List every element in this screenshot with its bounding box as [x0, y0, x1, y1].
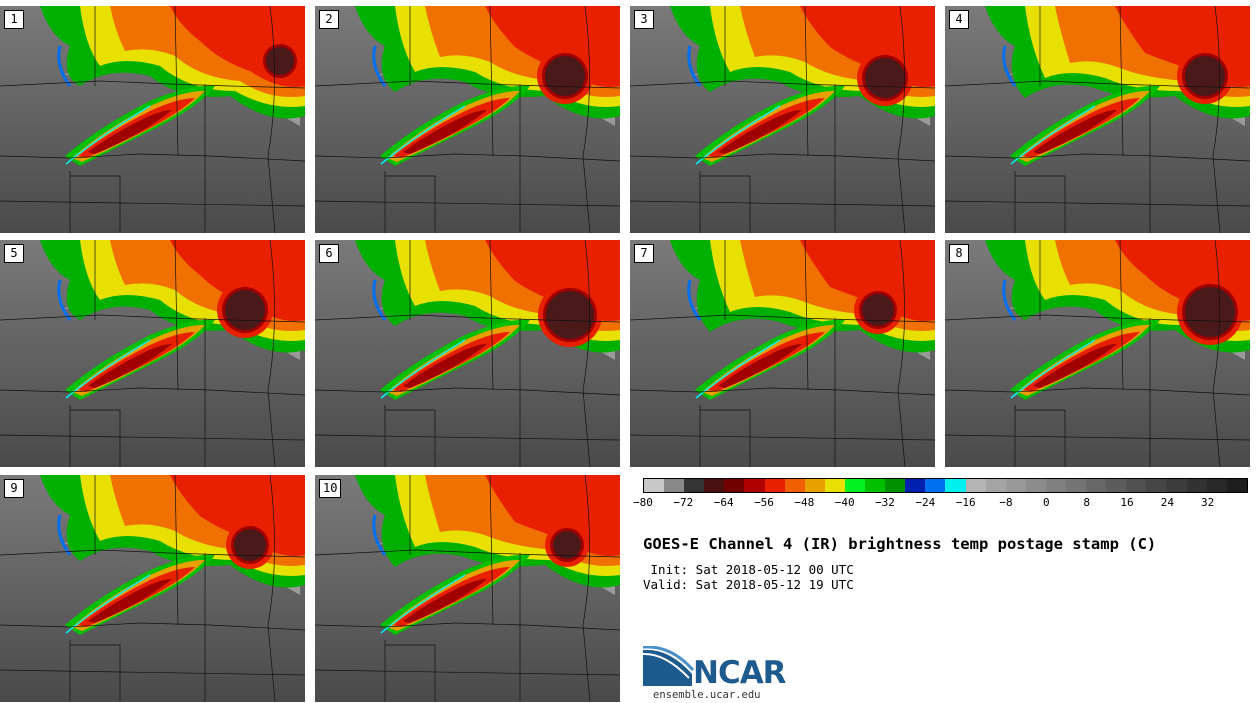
colorbar-tick-label: −32 [875, 496, 895, 509]
ir-map [630, 6, 935, 233]
panel-number: 5 [4, 244, 24, 263]
colorbar-swatch [644, 479, 665, 492]
figure-title: GOES-E Channel 4 (IR) brightness temp po… [643, 535, 1157, 553]
panel-number: 2 [319, 10, 339, 29]
ncar-logo-icon [643, 646, 695, 686]
panel-number: 4 [949, 10, 969, 29]
stamp-panel-3: 3 [630, 6, 935, 233]
colorbar-tick-label: −24 [915, 496, 936, 509]
stamp-panel-4: 4 [945, 6, 1250, 233]
colorbar-swatch [824, 479, 845, 492]
colorbar-swatch [1086, 479, 1107, 492]
ir-map [0, 475, 305, 702]
colorbar-tick-label: −64 [713, 496, 734, 509]
colorbar-swatch [925, 479, 946, 492]
ir-map [315, 6, 620, 233]
colorbar-swatch [1065, 479, 1087, 492]
panel-number: 9 [4, 479, 24, 498]
colorbar-tick-label: 24 [1160, 496, 1174, 509]
colorbar-tick-label: −16 [955, 496, 976, 509]
colorbar-tick-label: −80 [633, 496, 653, 509]
colorbar-swatch [784, 479, 805, 492]
stamp-panel-2: 2 [315, 6, 620, 233]
stamp-panel-6: 6 [315, 240, 620, 467]
colorbar-swatch [664, 479, 685, 492]
panel-number: 7 [634, 244, 654, 263]
colorbar-swatch [1166, 479, 1187, 492]
colorbar-swatch [945, 479, 966, 492]
colorbar-swatch [1025, 479, 1046, 492]
colorbar-swatch [704, 479, 725, 492]
stamp-panel-9: 9 [0, 475, 305, 702]
ir-map [945, 6, 1250, 233]
colorbar-tick-label: −72 [673, 496, 694, 509]
colorbar-swatch [1206, 479, 1227, 492]
colorbar-swatch [764, 479, 785, 492]
colorbar-ticks: −80 −72 −64 −56 −48 −40 −32 −24 −16 −8 0 8 16 24 32 [633, 496, 1248, 514]
colorbar-swatch [1005, 479, 1026, 492]
panel-number: 8 [949, 244, 969, 263]
colorbar-swatch [804, 479, 825, 492]
colorbar-swatch [985, 479, 1006, 492]
ir-map [315, 475, 620, 702]
colorbar [643, 478, 1248, 493]
colorbar-swatch [724, 479, 745, 492]
colorbar-tick-label: 16 [1120, 496, 1134, 509]
colorbar-tick-label: −56 [754, 496, 774, 509]
panel-number: 10 [319, 479, 342, 498]
colorbar-swatch [1186, 479, 1207, 492]
ir-map [0, 240, 305, 467]
ir-map [315, 240, 620, 467]
stamp-panel-10: 10 [315, 475, 620, 702]
stamp-panel-8: 8 [945, 240, 1250, 467]
colorbar-tick-label: 0 [1043, 496, 1050, 509]
colorbar-tick-label: −8 [999, 496, 1013, 509]
stamp-panel-5: 5 [0, 240, 305, 467]
panel-number: 6 [319, 244, 339, 263]
stamp-panel-7: 7 [630, 240, 935, 467]
valid-time: Valid: Sat 2018-05-12 19 UTC [643, 577, 854, 592]
panel-number: 1 [4, 10, 24, 29]
ir-map [0, 6, 305, 233]
colorbar-swatch [865, 479, 886, 492]
colorbar-swatch [1146, 479, 1167, 492]
colorbar-swatch [905, 479, 926, 492]
ir-map [945, 240, 1250, 467]
colorbar-swatch [1106, 479, 1127, 492]
panel-number: 3 [634, 10, 654, 29]
colorbar-swatch [1126, 479, 1147, 492]
colorbar-tick-label: −48 [794, 496, 815, 509]
colorbar-swatch [684, 479, 705, 492]
ir-map [630, 240, 935, 467]
colorbar-swatch [1045, 479, 1066, 492]
ncar-logo-text: NCAR [693, 655, 787, 691]
colorbar-tick-label: 32 [1201, 496, 1215, 509]
colorbar-swatch [744, 479, 765, 492]
colorbar-swatch [844, 479, 866, 492]
colorbar-swatch [1226, 479, 1247, 492]
init-time: Init: Sat 2018-05-12 00 UTC [643, 562, 854, 577]
stamp-panel-1: 1 [0, 6, 305, 233]
site-url: ensemble.ucar.edu [653, 689, 761, 701]
colorbar-tick-label: −40 [834, 496, 855, 509]
colorbar-swatch [965, 479, 986, 492]
colorbar-swatch [885, 479, 906, 492]
colorbar-tick-label: 8 [1083, 496, 1090, 509]
